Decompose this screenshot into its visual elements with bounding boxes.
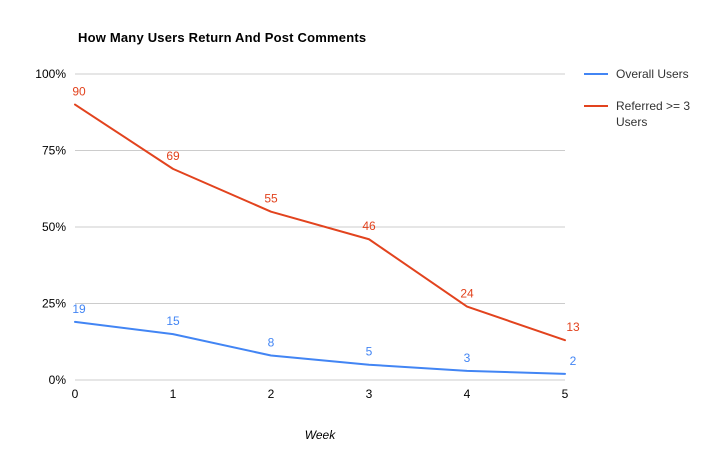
legend-item-referred-users: Referred >= 3 Users	[584, 98, 702, 130]
x-tick-label: 1	[170, 387, 177, 401]
data-label: 69	[166, 149, 180, 163]
series-line-0	[74, 320, 566, 375]
x-tick-label: 3	[366, 387, 373, 401]
data-label: 13	[566, 320, 580, 334]
data-label: 24	[460, 287, 474, 301]
chart-legend: Overall Users Referred >= 3 Users	[584, 66, 702, 147]
x-tick-label: 4	[464, 387, 471, 401]
data-label: 90	[72, 85, 86, 99]
legend-label-referred-users: Referred >= 3 Users	[616, 99, 691, 130]
data-label: 55	[264, 192, 278, 206]
legend-line-swatch-blue	[584, 73, 608, 75]
y-tick-label: 100%	[35, 67, 66, 81]
data-label: 2	[570, 354, 577, 368]
x-tick-label: 2	[268, 387, 275, 401]
y-tick-label: 0%	[49, 373, 67, 387]
data-label: 3	[464, 351, 471, 365]
x-tick-label: 5	[562, 387, 569, 401]
data-label: 19	[72, 302, 86, 316]
series-line-1	[74, 103, 566, 342]
data-label: 8	[268, 336, 275, 350]
legend-item-overall-users: Overall Users	[584, 66, 702, 82]
data-label: 15	[166, 314, 180, 328]
x-axis-title: Week	[304, 428, 336, 442]
data-label: 46	[362, 219, 376, 233]
legend-label-overall-users: Overall Users	[616, 67, 689, 81]
chart-title: How Many Users Return And Post Comments	[78, 30, 367, 45]
legend-line-swatch-red	[584, 105, 608, 108]
y-tick-label: 75%	[42, 144, 66, 158]
y-tick-label: 25%	[42, 297, 66, 311]
data-label: 5	[366, 345, 373, 359]
x-tick-label: 0	[72, 387, 79, 401]
y-tick-label: 50%	[42, 220, 66, 234]
